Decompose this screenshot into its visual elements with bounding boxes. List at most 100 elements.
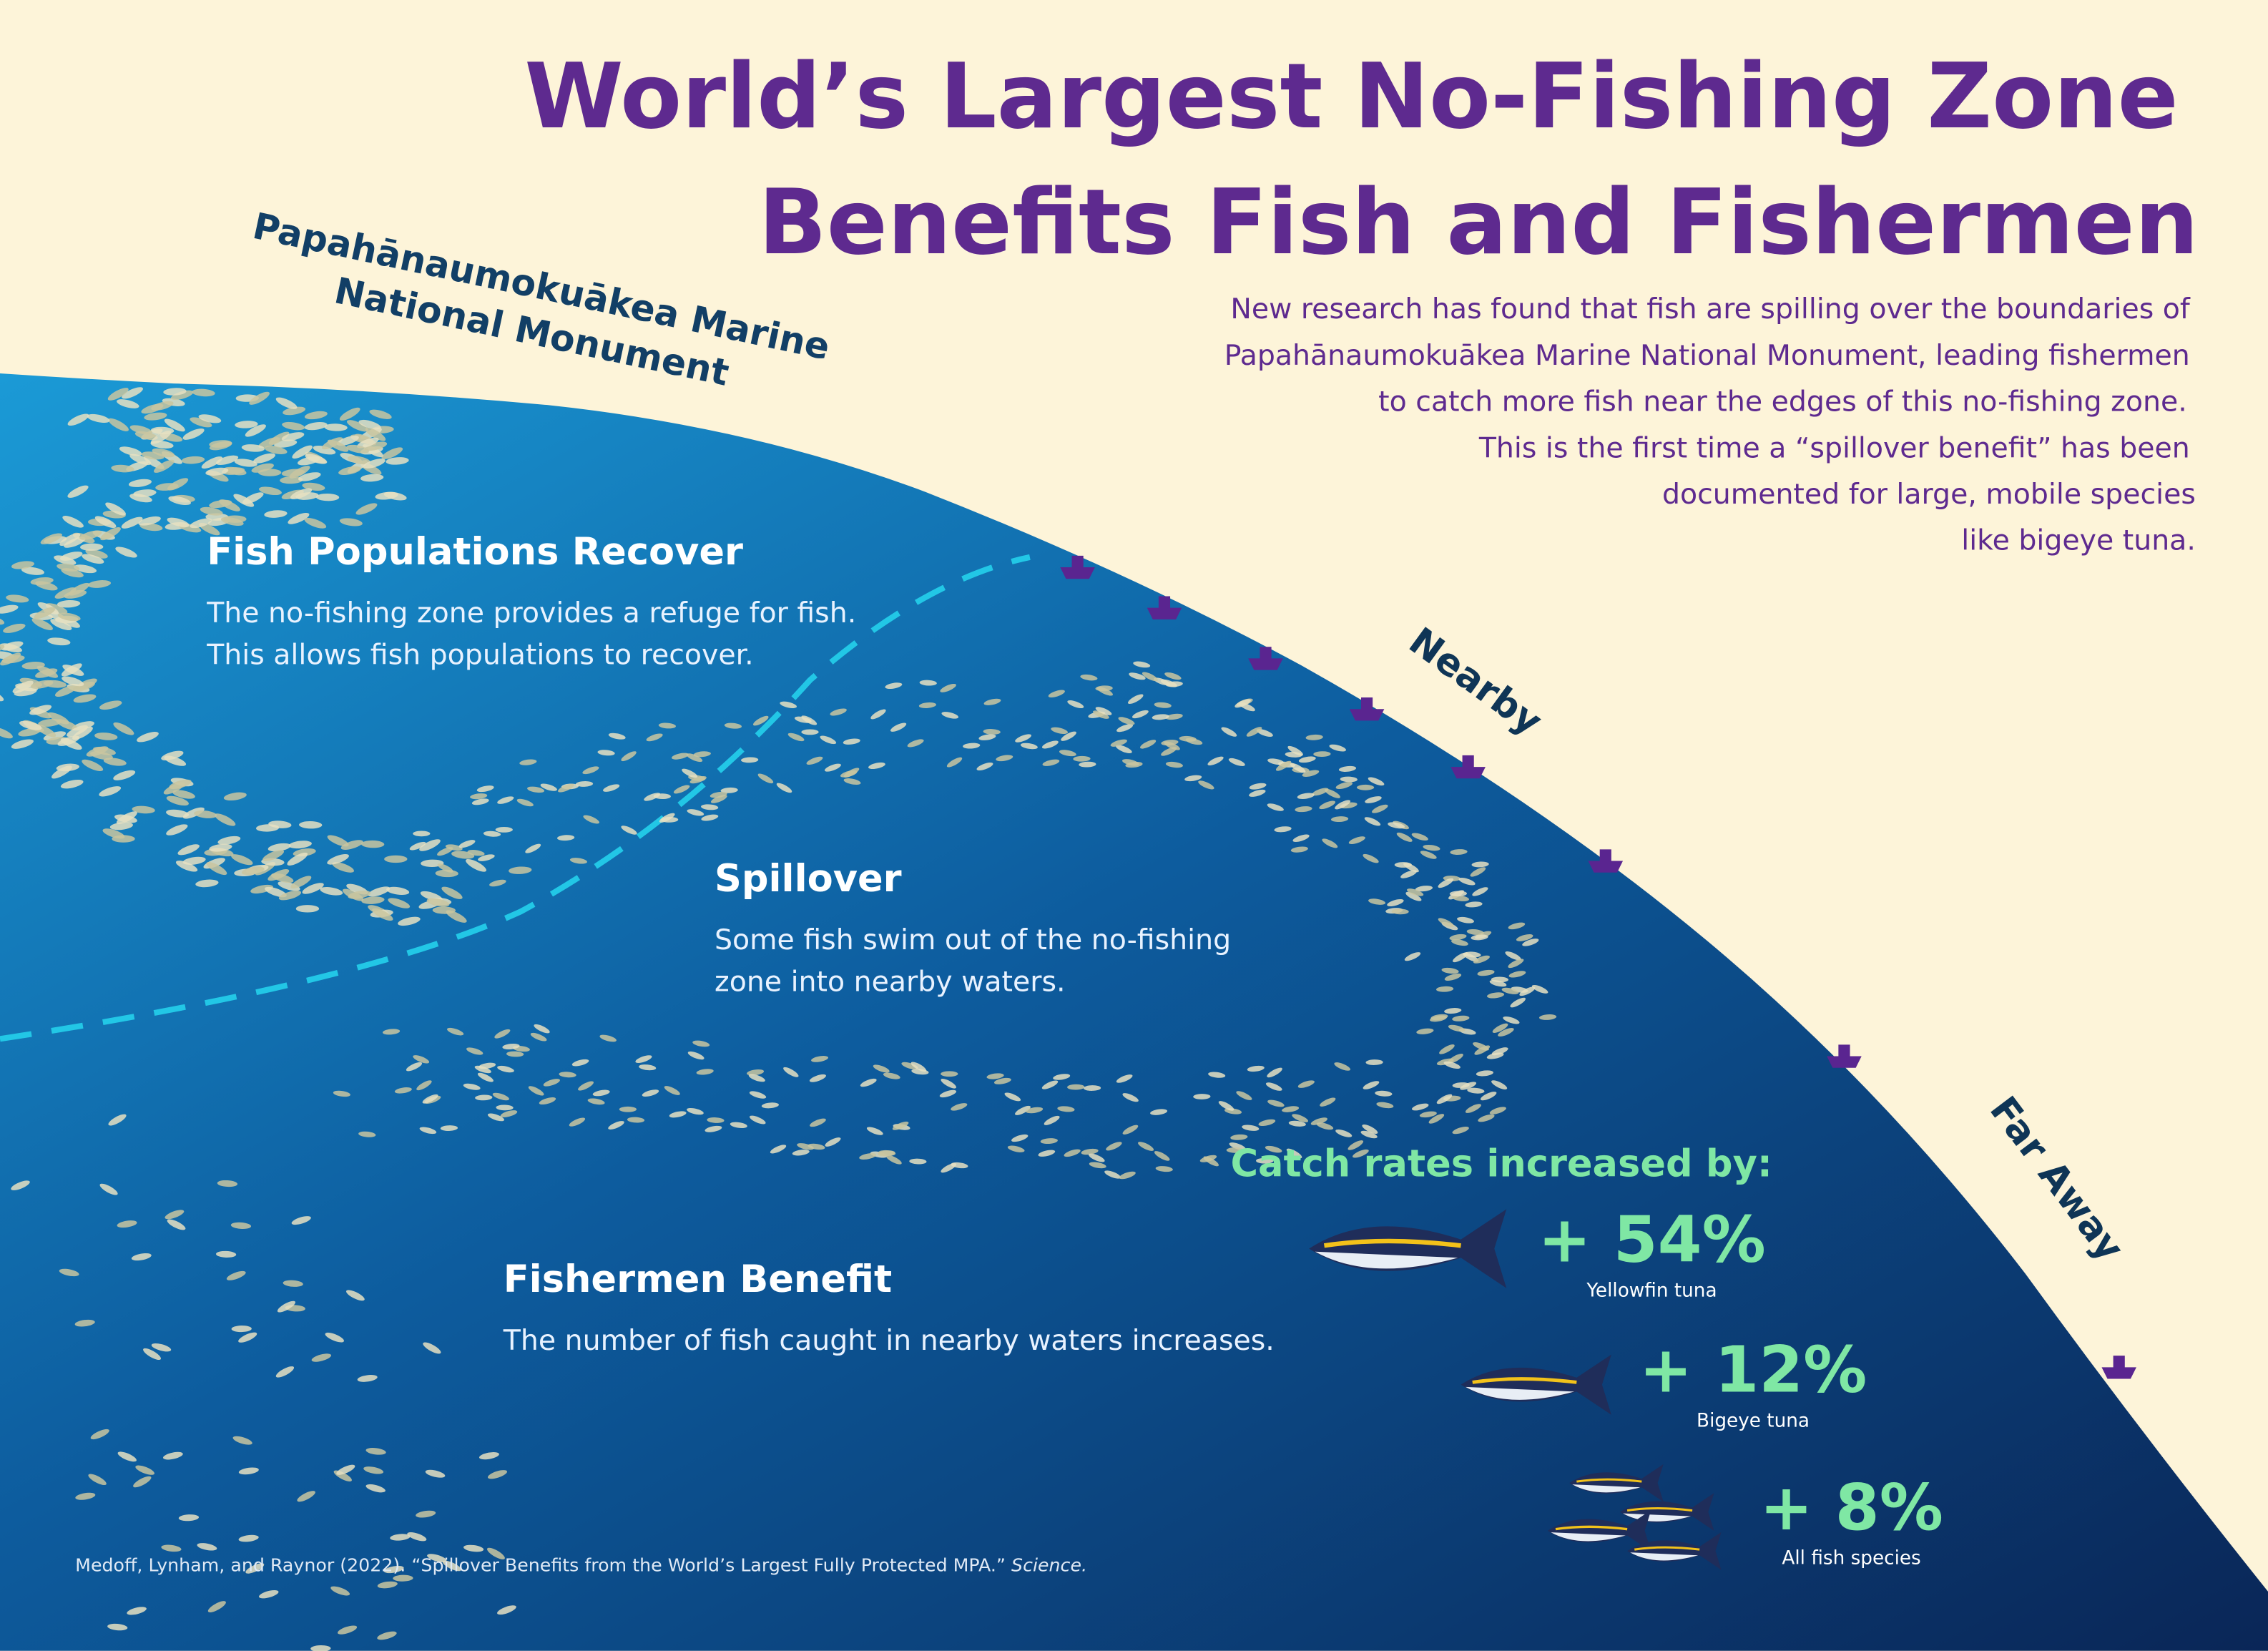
fish bbox=[983, 729, 1001, 735]
fish bbox=[761, 1102, 779, 1109]
tuna-body bbox=[1569, 1464, 1664, 1502]
fish bbox=[235, 421, 258, 428]
tuna-icon bbox=[1547, 1509, 1651, 1552]
fish bbox=[1508, 922, 1526, 930]
fish bbox=[1242, 1125, 1260, 1131]
fish bbox=[911, 1069, 929, 1075]
fish bbox=[1249, 783, 1267, 790]
fish bbox=[599, 1034, 617, 1042]
fish bbox=[1064, 1149, 1081, 1157]
fish bbox=[1110, 739, 1127, 747]
fish bbox=[1470, 867, 1486, 877]
fish bbox=[747, 1069, 765, 1076]
fish bbox=[133, 1476, 152, 1488]
fish bbox=[151, 401, 174, 411]
fish bbox=[686, 753, 703, 763]
fish bbox=[1471, 861, 1489, 868]
fish bbox=[1452, 1082, 1470, 1088]
fish bbox=[172, 790, 195, 799]
fish bbox=[1297, 1080, 1315, 1088]
fish bbox=[543, 1079, 560, 1087]
fish bbox=[569, 858, 587, 864]
fish bbox=[1457, 916, 1474, 924]
fish bbox=[394, 1087, 412, 1094]
fish bbox=[1491, 1080, 1508, 1089]
fish bbox=[1471, 934, 1488, 941]
fish bbox=[978, 734, 996, 740]
intro-line: like bigeye tuna. bbox=[1961, 524, 2196, 557]
fish bbox=[278, 881, 300, 891]
tuna-icon bbox=[1627, 1532, 1722, 1570]
fish bbox=[1491, 976, 1509, 983]
fish bbox=[1297, 793, 1315, 800]
fish bbox=[1096, 687, 1113, 696]
fish bbox=[1338, 765, 1357, 772]
fish bbox=[427, 1554, 447, 1562]
tuna-stripe bbox=[1626, 1507, 1693, 1512]
fish bbox=[885, 1155, 902, 1165]
fish bbox=[1247, 1065, 1265, 1072]
fish bbox=[1313, 751, 1331, 757]
stat-value: + 54% bbox=[1538, 1202, 1765, 1277]
fish bbox=[673, 785, 690, 794]
fish bbox=[752, 715, 769, 726]
fish bbox=[175, 861, 198, 872]
fish bbox=[372, 908, 393, 921]
fish bbox=[527, 786, 545, 793]
fish bbox=[860, 1078, 877, 1087]
fish bbox=[60, 779, 84, 789]
fish bbox=[1441, 967, 1459, 974]
fish bbox=[1428, 1114, 1445, 1124]
fish bbox=[1139, 740, 1157, 749]
fish bbox=[339, 518, 363, 526]
fish bbox=[1057, 1106, 1075, 1112]
fish bbox=[363, 459, 386, 469]
fish bbox=[1449, 934, 1467, 941]
fish bbox=[1193, 1094, 1211, 1099]
fish bbox=[119, 446, 142, 456]
fish bbox=[1508, 959, 1524, 969]
fish bbox=[59, 552, 83, 561]
fish bbox=[627, 1117, 645, 1123]
fish bbox=[1038, 1150, 1056, 1157]
fish bbox=[883, 1072, 900, 1079]
fish bbox=[1492, 1023, 1508, 1033]
fish bbox=[1465, 1104, 1481, 1113]
fish bbox=[1531, 984, 1548, 994]
fish bbox=[115, 547, 137, 558]
fish bbox=[363, 1466, 384, 1474]
fish bbox=[238, 1534, 259, 1542]
fish bbox=[1165, 713, 1183, 720]
fish bbox=[1051, 727, 1069, 735]
fish bbox=[338, 1625, 358, 1635]
fish bbox=[11, 1180, 30, 1190]
fish bbox=[1053, 1074, 1071, 1080]
fish bbox=[6, 594, 29, 603]
tuna-icon bbox=[1569, 1464, 1664, 1502]
fish bbox=[56, 719, 78, 730]
tuna-icon bbox=[1461, 1354, 1611, 1415]
fish bbox=[909, 1158, 927, 1165]
fish bbox=[530, 1032, 547, 1042]
fish bbox=[112, 835, 135, 843]
fish bbox=[281, 432, 305, 441]
fish bbox=[169, 779, 192, 790]
fish bbox=[281, 469, 305, 477]
fish bbox=[687, 809, 705, 816]
fish bbox=[265, 886, 287, 898]
fish bbox=[1443, 1061, 1461, 1069]
fish bbox=[409, 841, 426, 851]
fish bbox=[559, 1072, 576, 1078]
tuna-icon bbox=[1309, 1209, 1507, 1288]
section-heading: Fish Populations Recover bbox=[207, 530, 743, 574]
fish bbox=[200, 506, 223, 516]
fish bbox=[79, 530, 102, 540]
fish bbox=[3, 623, 26, 633]
fish bbox=[54, 587, 77, 599]
stat-value: + 12% bbox=[1639, 1333, 1867, 1407]
fish bbox=[11, 739, 34, 749]
fish bbox=[264, 510, 288, 518]
fish bbox=[82, 759, 104, 771]
fish bbox=[1362, 1124, 1378, 1134]
fish bbox=[1438, 918, 1454, 928]
